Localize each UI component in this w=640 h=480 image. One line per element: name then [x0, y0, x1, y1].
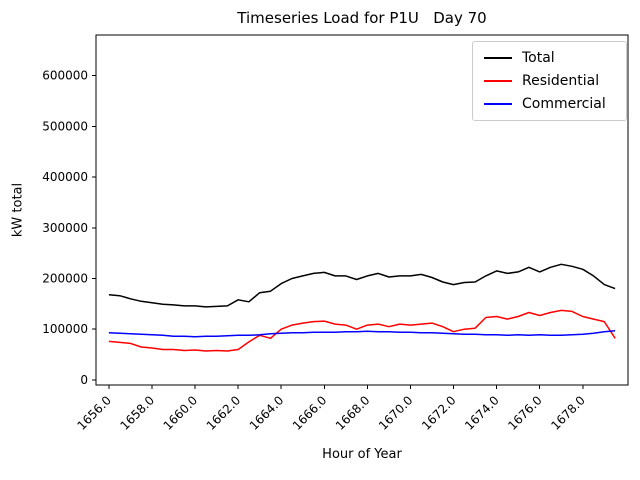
- series-line-total: [108, 263, 616, 308]
- legend-item-residential: Residential: [484, 74, 612, 88]
- svg-text:1666.0: 1666.0: [290, 393, 330, 433]
- svg-text:400000: 400000: [42, 170, 88, 184]
- legend-line-commercial: [484, 103, 512, 105]
- legend-label-total: Total: [522, 50, 555, 66]
- svg-text:500000: 500000: [42, 119, 88, 133]
- legend-line-total: [484, 57, 512, 59]
- series-lines: [108, 263, 616, 352]
- legend: Total Residential Commercial: [472, 41, 627, 121]
- svg-text:1662.0: 1662.0: [204, 393, 244, 433]
- svg-text:1678.0: 1678.0: [548, 393, 588, 433]
- svg-text:200000: 200000: [42, 271, 88, 285]
- legend-item-commercial: Commercial: [484, 97, 612, 111]
- svg-text:1670.0: 1670.0: [376, 393, 416, 433]
- plot-border: [95, 34, 629, 386]
- svg-text:1674.0: 1674.0: [462, 393, 502, 433]
- svg-text:1658.0: 1658.0: [118, 393, 158, 433]
- y-axis-ticks: 0 100000 200000 300000 400000 500000 600000: [42, 69, 96, 387]
- chart-title: Timeseries Load for P1U Day 70: [237, 9, 487, 27]
- svg-text:1664.0: 1664.0: [247, 393, 287, 433]
- legend-item-total: Total: [484, 51, 612, 65]
- svg-text:1660.0: 1660.0: [161, 393, 201, 433]
- svg-text:600000: 600000: [42, 69, 88, 83]
- svg-text:300000: 300000: [42, 221, 88, 235]
- svg-text:1656.0: 1656.0: [74, 393, 114, 433]
- y-axis-label: kW total: [10, 182, 26, 238]
- series-line-commercial: [108, 329, 616, 338]
- x-axis-ticks: 1656.0 1658.0 1660.0 1662.0 1664.0 1666.0 1668…: [74, 385, 588, 433]
- series-line-residential: [108, 309, 616, 352]
- legend-line-residential: [484, 80, 512, 82]
- svg-text:1676.0: 1676.0: [505, 393, 545, 433]
- svg-text:0: 0: [80, 373, 88, 387]
- svg-text:100000: 100000: [42, 322, 88, 336]
- legend-label-commercial: Commercial: [522, 96, 606, 112]
- x-axis-label: Hour of Year: [322, 447, 402, 462]
- svg-text:1668.0: 1668.0: [333, 393, 373, 433]
- svg-text:1672.0: 1672.0: [419, 393, 459, 433]
- legend-label-residential: Residential: [522, 73, 600, 89]
